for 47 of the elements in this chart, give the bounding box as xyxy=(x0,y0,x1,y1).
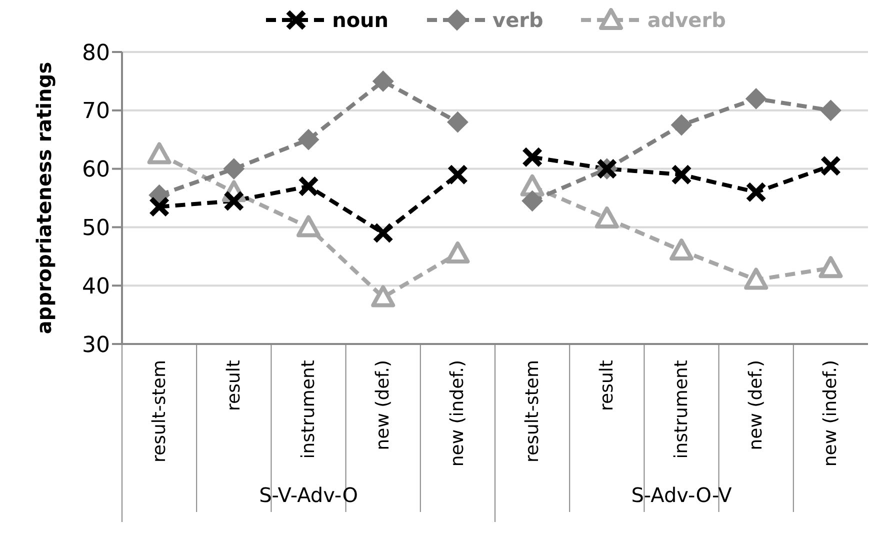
point xyxy=(671,114,692,136)
point xyxy=(818,256,843,278)
legend-label: verb xyxy=(492,8,544,32)
point xyxy=(671,164,692,186)
x-tick-label: new (indef.) xyxy=(447,360,468,467)
point xyxy=(148,196,170,218)
point xyxy=(447,112,468,133)
point xyxy=(594,206,619,228)
point xyxy=(223,190,244,212)
point xyxy=(147,142,172,164)
x-tick-label: result-stem xyxy=(148,360,170,462)
point xyxy=(522,190,543,212)
point xyxy=(372,70,394,92)
y-tick-label: 50 xyxy=(82,216,110,242)
legend-label: adverb xyxy=(647,8,726,32)
point xyxy=(447,164,468,186)
point xyxy=(296,215,320,238)
y-tick-label: 30 xyxy=(82,332,110,358)
point xyxy=(744,268,768,290)
x-tick-label: new (def.) xyxy=(746,360,767,450)
point xyxy=(522,146,543,168)
y-tick-label: 40 xyxy=(82,274,110,300)
point xyxy=(820,100,842,121)
y-axis-title: appropriateness ratings xyxy=(32,62,56,334)
point xyxy=(670,238,694,261)
x-tick-label: result-stem xyxy=(522,360,543,462)
point xyxy=(820,155,842,176)
x-tick-label: instrument xyxy=(671,360,692,459)
text: S-V-Adv-O xyxy=(259,483,358,507)
point xyxy=(746,88,767,110)
y-tick-label: 60 xyxy=(82,158,110,183)
point xyxy=(223,158,244,180)
x-tick-label: result xyxy=(596,360,618,411)
legend-label: noun xyxy=(332,8,389,32)
y-tick-label: 80 xyxy=(82,40,110,66)
x-tick-label: instrument xyxy=(298,360,319,459)
y-tick-label: 70 xyxy=(82,99,110,124)
point xyxy=(298,129,319,150)
point xyxy=(298,176,319,197)
point xyxy=(371,285,396,308)
x-tick-label: new (def.) xyxy=(372,360,394,450)
x-tick-label: new (indef.) xyxy=(820,360,842,467)
x-tick-label: result xyxy=(223,360,244,411)
point xyxy=(746,182,767,203)
point xyxy=(372,222,394,244)
text: S-Adv-O-V xyxy=(631,483,732,507)
point xyxy=(446,241,470,264)
